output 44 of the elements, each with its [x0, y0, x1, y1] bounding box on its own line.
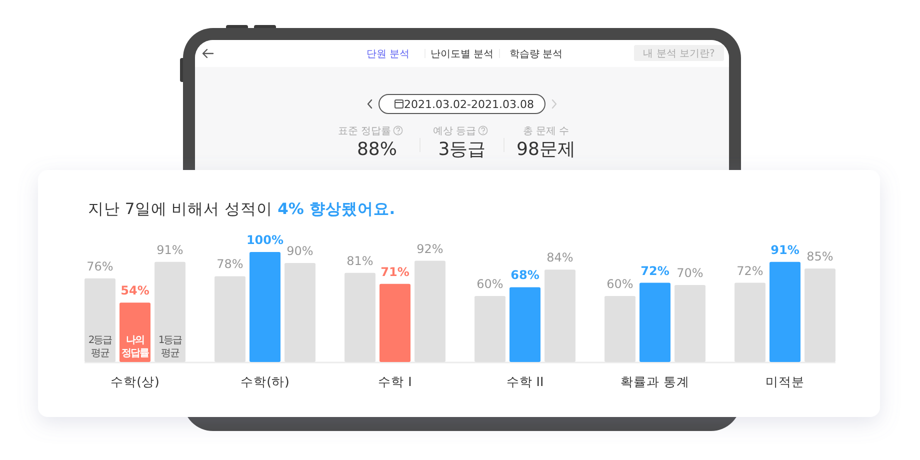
data-label: 92% — [416, 242, 444, 256]
bar — [640, 282, 670, 362]
data-label: 60% — [606, 277, 634, 291]
text: 난이도별 분석 — [430, 49, 494, 60]
data-label: 68% — [510, 268, 540, 282]
text: 내 분석 보기란? — [643, 48, 715, 60]
text: 표준 정답률 — [338, 126, 391, 137]
series-label: 나의 정답률 — [122, 335, 150, 359]
data-label: 91% — [156, 242, 184, 257]
data-label: 60% — [476, 277, 504, 291]
text: 2021.03.02-2021.03.08 — [404, 98, 534, 111]
data-label: 72% — [736, 264, 764, 278]
text: 88% — [356, 139, 398, 160]
x-tick-label: 수학(하) — [240, 374, 290, 389]
data-label: 100% — [246, 233, 284, 247]
x-tick-label: 확률과 통계 — [620, 374, 690, 389]
text: 예상 등급 — [432, 126, 476, 137]
x-tick-label: 수학 I — [378, 374, 412, 389]
data-label: 78% — [216, 257, 244, 272]
text: 학습량 분석 — [509, 49, 563, 60]
data-label: 85% — [806, 250, 834, 264]
data-label: 90% — [286, 244, 314, 258]
data-label: 70% — [676, 266, 704, 280]
data-label: 84% — [546, 250, 574, 265]
series-label: 2등급 평균 — [88, 335, 113, 359]
text: 98문제 — [516, 139, 576, 160]
bar — [380, 284, 410, 362]
x-tick-label: 미적분 — [766, 374, 804, 389]
x-tick-label: 수학 II — [506, 374, 544, 389]
chart-title: 지난 7일에 비해서 성적이 4% 향상됐어요. — [88, 200, 396, 218]
x-tick-label: 수학(상) — [110, 374, 160, 389]
text: 단원 분석 — [366, 49, 410, 60]
bar — [770, 262, 800, 362]
text: 총 문제 수 — [522, 126, 570, 137]
bar — [510, 287, 540, 362]
data-label: 91% — [770, 242, 800, 257]
series-label: 1등급 평균 — [158, 335, 183, 359]
data-label: 81% — [346, 254, 374, 268]
bar — [250, 252, 280, 362]
data-label: 76% — [86, 259, 114, 274]
data-label: 71% — [380, 264, 410, 279]
data-label: 72% — [640, 264, 670, 278]
data-label: 54% — [120, 284, 150, 298]
text: 3등급 — [438, 139, 486, 160]
